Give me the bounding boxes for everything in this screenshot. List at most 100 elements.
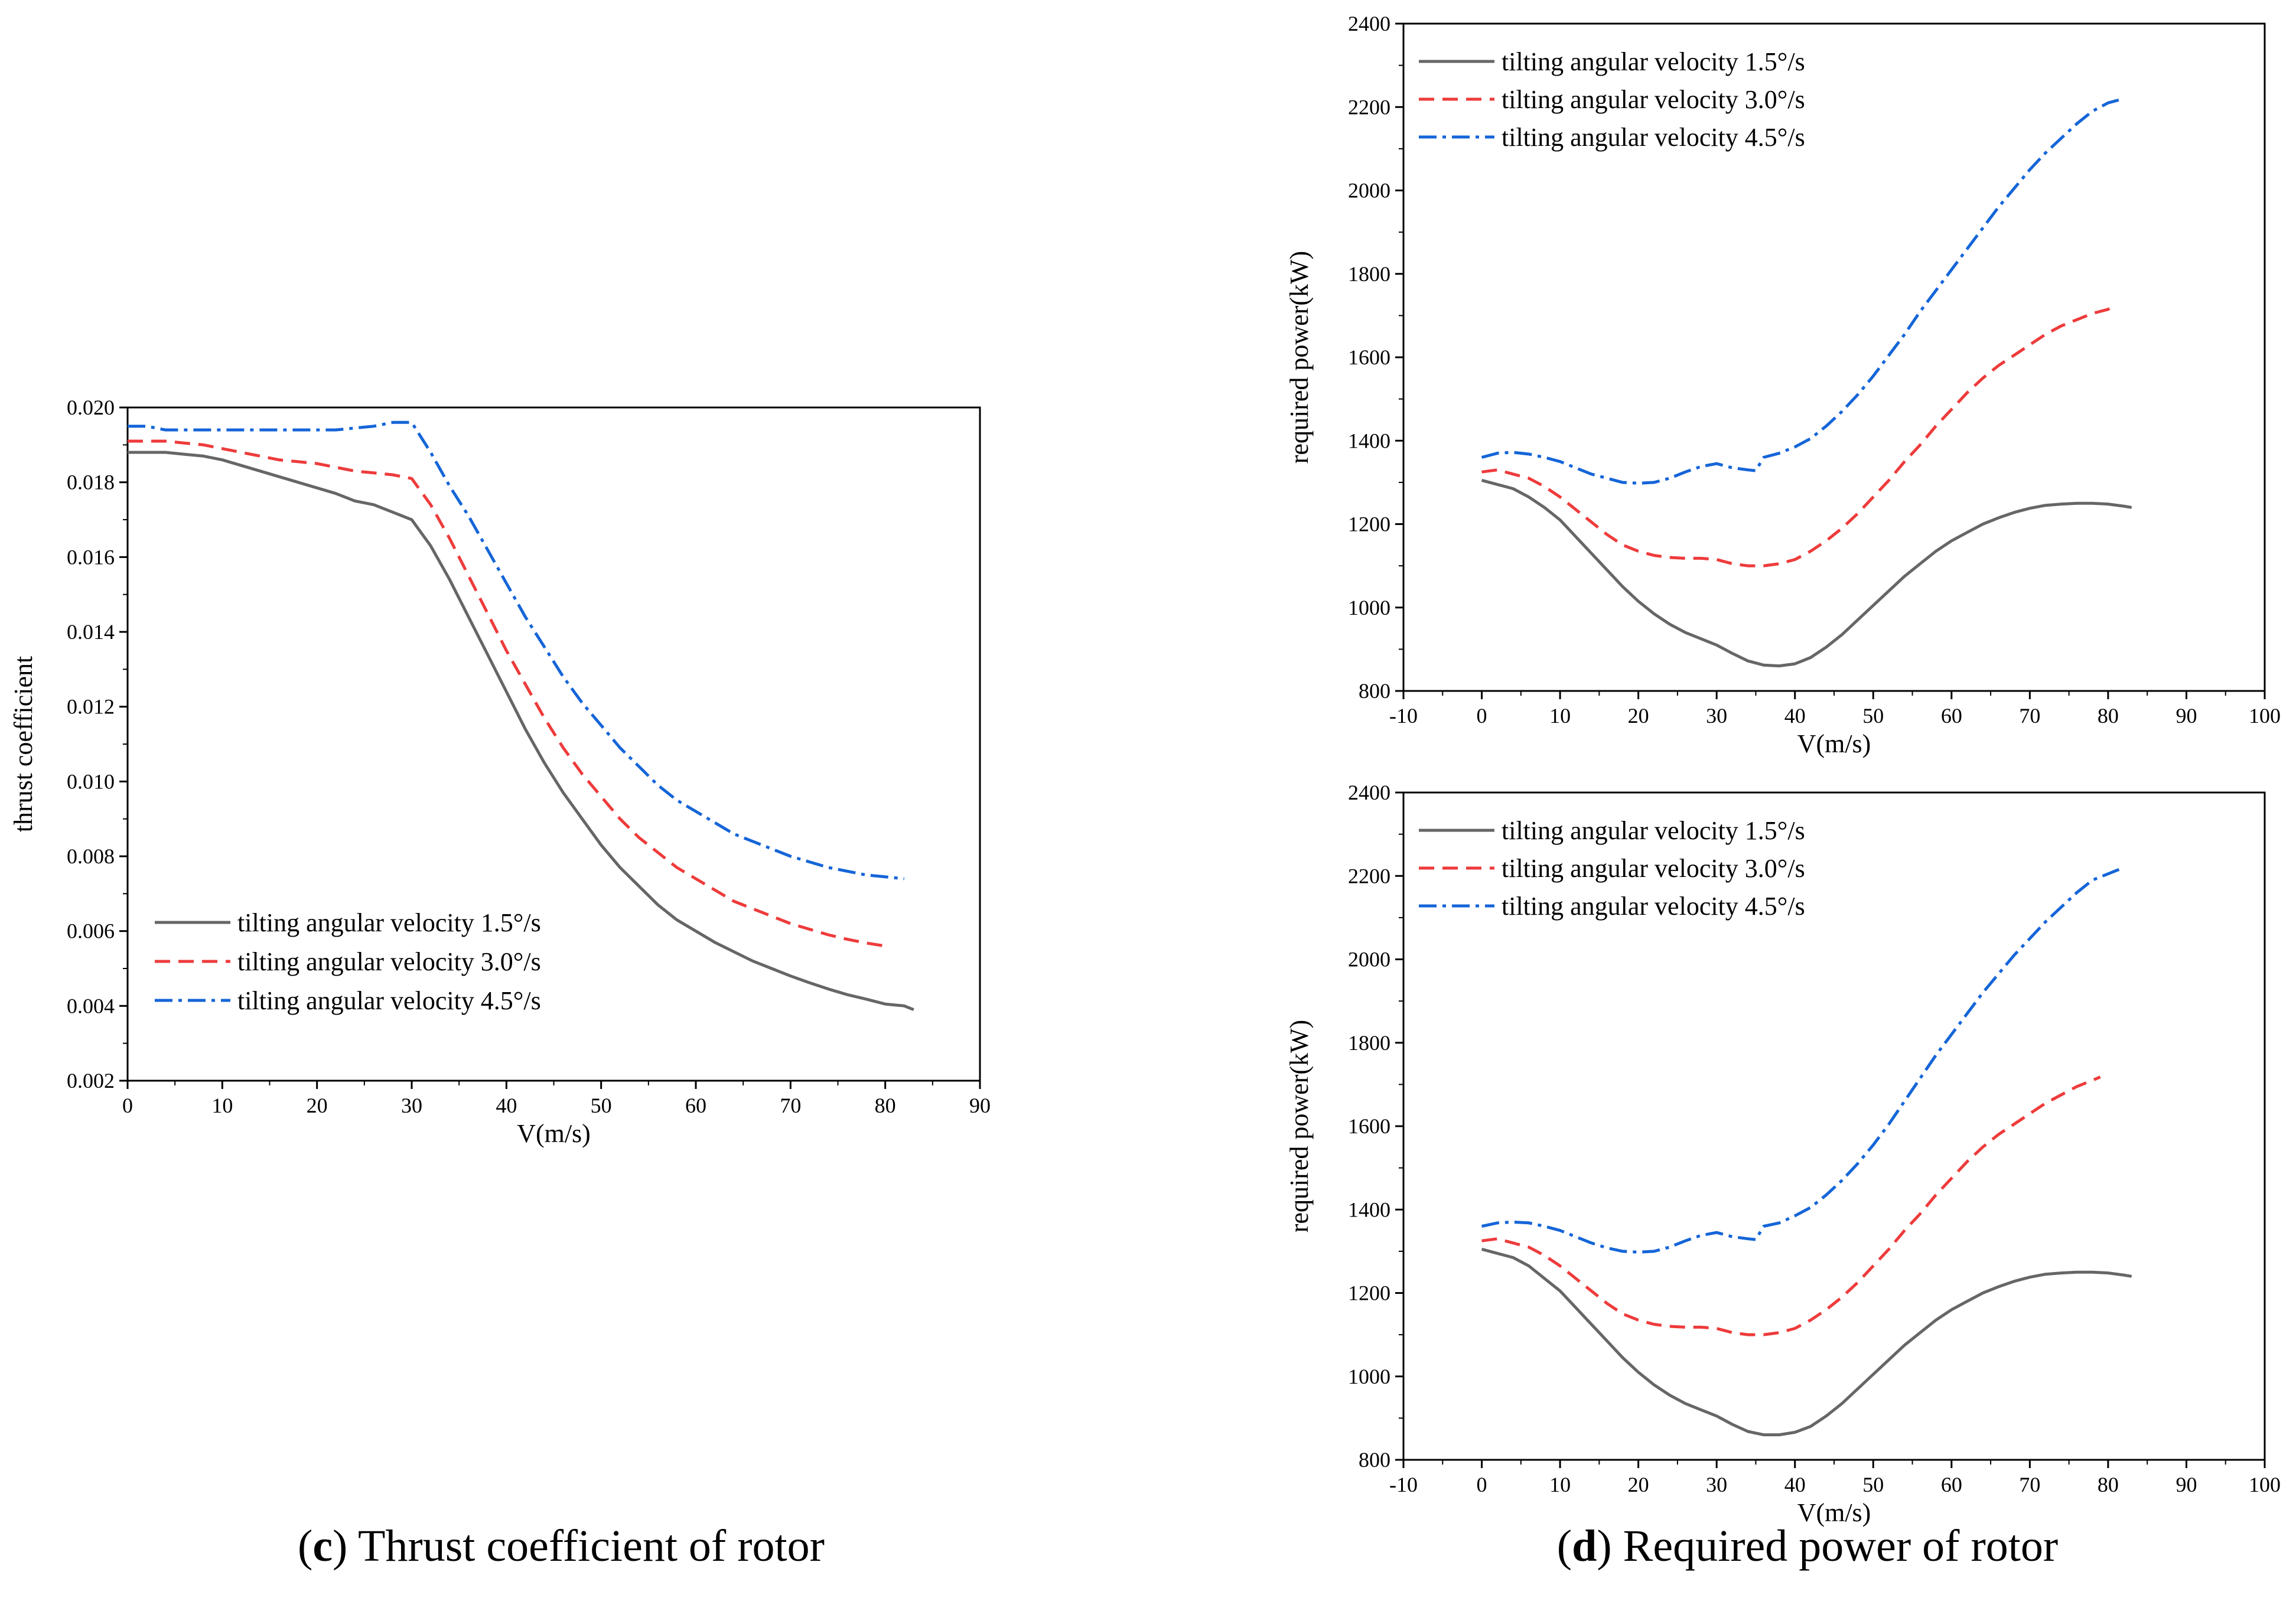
legend-label-3: tilting angular velocity 4.5°/s: [237, 986, 541, 1015]
series-line-1: [1481, 478, 2132, 668]
caption-c-text: Thrust coefficient of rotor: [347, 1521, 825, 1571]
x-tick-label: 0: [1477, 1473, 1487, 1496]
y-tick-label: 2400: [1348, 781, 1390, 804]
y-tick-label: 0.020: [67, 396, 115, 419]
y-tick-label: 2000: [1348, 948, 1390, 971]
x-tick-label: 60: [1941, 704, 1962, 728]
x-tick-label: 70: [2019, 1473, 2040, 1496]
y-tick-label: 1800: [1348, 1031, 1390, 1055]
y-tick-label: 2400: [1348, 12, 1390, 35]
y-tick-label: 800: [1359, 1448, 1390, 1472]
y-tick-label: 0.006: [67, 919, 115, 943]
series-line-1: [1481, 1247, 2132, 1437]
caption-c-close: ): [333, 1521, 347, 1571]
y-tick-label: 2000: [1348, 179, 1390, 203]
caption-c-open: (: [298, 1521, 312, 1571]
series-line-2: [1481, 304, 2117, 568]
series-line-2: [1481, 1075, 2101, 1336]
y-tick-label: 0.002: [67, 1069, 115, 1093]
x-tick-label: 30: [401, 1094, 422, 1117]
x-tick-label: 20: [1628, 1473, 1649, 1496]
caption-c-letter: c: [312, 1521, 333, 1571]
y-tick-label: 0.014: [67, 620, 115, 644]
y-tick-label: 1400: [1348, 429, 1390, 452]
caption-d-open: (: [1557, 1521, 1572, 1571]
x-tick-label: 50: [1862, 1473, 1884, 1496]
x-tick-label: 0: [122, 1094, 133, 1117]
x-tick-label: 70: [780, 1094, 801, 1117]
x-axis-label: V(m/s): [1797, 729, 1871, 758]
x-tick-label: 20: [307, 1094, 328, 1117]
y-tick-label: 0.010: [67, 769, 115, 793]
x-tick-label: 90: [2175, 1473, 2197, 1496]
legend-label-1: tilting angular velocity 1.5°/s: [1502, 47, 1805, 76]
x-tick-label: 10: [1549, 704, 1571, 728]
y-tick-label: 0.012: [67, 695, 115, 719]
x-tick-label: 40: [1784, 704, 1806, 728]
x-tick-label: 80: [875, 1094, 896, 1117]
x-tick-label: 10: [211, 1094, 233, 1117]
y-tick-label: 1200: [1348, 513, 1390, 536]
y-tick-label: 1600: [1348, 345, 1390, 369]
y-tick-label: 2200: [1348, 864, 1390, 888]
y-tick-label: 1400: [1348, 1198, 1390, 1221]
x-tick-label: 50: [1862, 704, 1884, 728]
caption-d-close: ): [1597, 1521, 1611, 1571]
y-tick-label: 0.008: [67, 844, 115, 868]
y-tick-label: 1800: [1348, 262, 1390, 286]
legend-label-2: tilting angular velocity 3.0°/s: [1502, 85, 1805, 114]
x-tick-label: 40: [496, 1094, 517, 1117]
legend-label-2: tilting angular velocity 3.0°/s: [1502, 854, 1805, 883]
required-power-chart-top: -10 0 10 20 30 40 50 60 70 80 90 100 800 1000 1200 1400…: [1285, 12, 2281, 758]
series-line-1: [128, 451, 914, 1012]
x-tick-label: 90: [969, 1094, 991, 1117]
legend-label-1: tilting angular velocity 1.5°/s: [237, 908, 541, 937]
x-tick-label: 60: [685, 1094, 706, 1117]
series-line-2: [128, 439, 886, 948]
y-axis-label: required power(kW): [1285, 1020, 1314, 1232]
series-line-3: [1481, 97, 2125, 485]
y-tick-label: 2200: [1348, 95, 1390, 119]
caption-c: (c) Thrust coefficient of rotor: [298, 1521, 825, 1571]
caption-d-letter: d: [1572, 1521, 1597, 1571]
caption-d: (d) Required power of rotor: [1557, 1521, 2058, 1571]
y-axis-label: required power(kW): [1285, 251, 1314, 464]
x-tick-label: 70: [2019, 704, 2040, 728]
series-line-3: [1481, 866, 2125, 1254]
legend-label-1: tilting angular velocity 1.5°/s: [1502, 816, 1805, 845]
y-tick-label: 1600: [1348, 1114, 1390, 1138]
x-tick-label: -10: [1389, 1473, 1418, 1496]
x-axis-label: V(m/s): [517, 1119, 591, 1148]
x-tick-label: 30: [1706, 1473, 1727, 1496]
x-tick-label: 60: [1941, 1473, 1962, 1496]
x-tick-label: 40: [1784, 1473, 1806, 1496]
x-tick-label: 10: [1549, 1473, 1571, 1496]
caption-d-text: Required power of rotor: [1612, 1521, 2059, 1571]
y-tick-label: 0.018: [67, 471, 115, 494]
x-tick-label: 30: [1706, 704, 1727, 728]
x-tick-label: 100: [2249, 1473, 2281, 1496]
x-tick-label: 80: [2098, 704, 2119, 728]
x-tick-label: 80: [2098, 1473, 2119, 1496]
x-axis-label: V(m/s): [1797, 1498, 1871, 1527]
thrust-coefficient-chart: 0 10 20 30 40 50 60 70 80 90 0.002 0.004 0.006 0.008 0…: [9, 396, 991, 1148]
required-power-chart-bottom: -10 0 10 20 30 40 50 60 70 80 90 100 800 1000 1200 1400…: [1285, 781, 2281, 1527]
y-axis-label: thrust coefficient: [9, 656, 38, 833]
x-tick-label: 90: [2175, 704, 2197, 728]
x-tick-label: 20: [1628, 704, 1649, 728]
y-tick-label: 0.016: [67, 545, 115, 569]
y-tick-label: 1000: [1348, 1365, 1390, 1388]
y-tick-label: 0.004: [67, 994, 115, 1018]
y-tick-label: 800: [1359, 679, 1390, 703]
y-tick-label: 1000: [1348, 596, 1390, 619]
x-tick-label: -10: [1389, 704, 1418, 728]
x-tick-label: 100: [2249, 704, 2281, 728]
x-tick-label: 0: [1477, 704, 1487, 728]
legend-label-2: tilting angular velocity 3.0°/s: [237, 947, 541, 976]
x-tick-label: 50: [591, 1094, 612, 1117]
legend-label-3: tilting angular velocity 4.5°/s: [1502, 123, 1805, 152]
y-tick-label: 1200: [1348, 1281, 1390, 1305]
legend-label-3: tilting angular velocity 4.5°/s: [1502, 892, 1805, 921]
